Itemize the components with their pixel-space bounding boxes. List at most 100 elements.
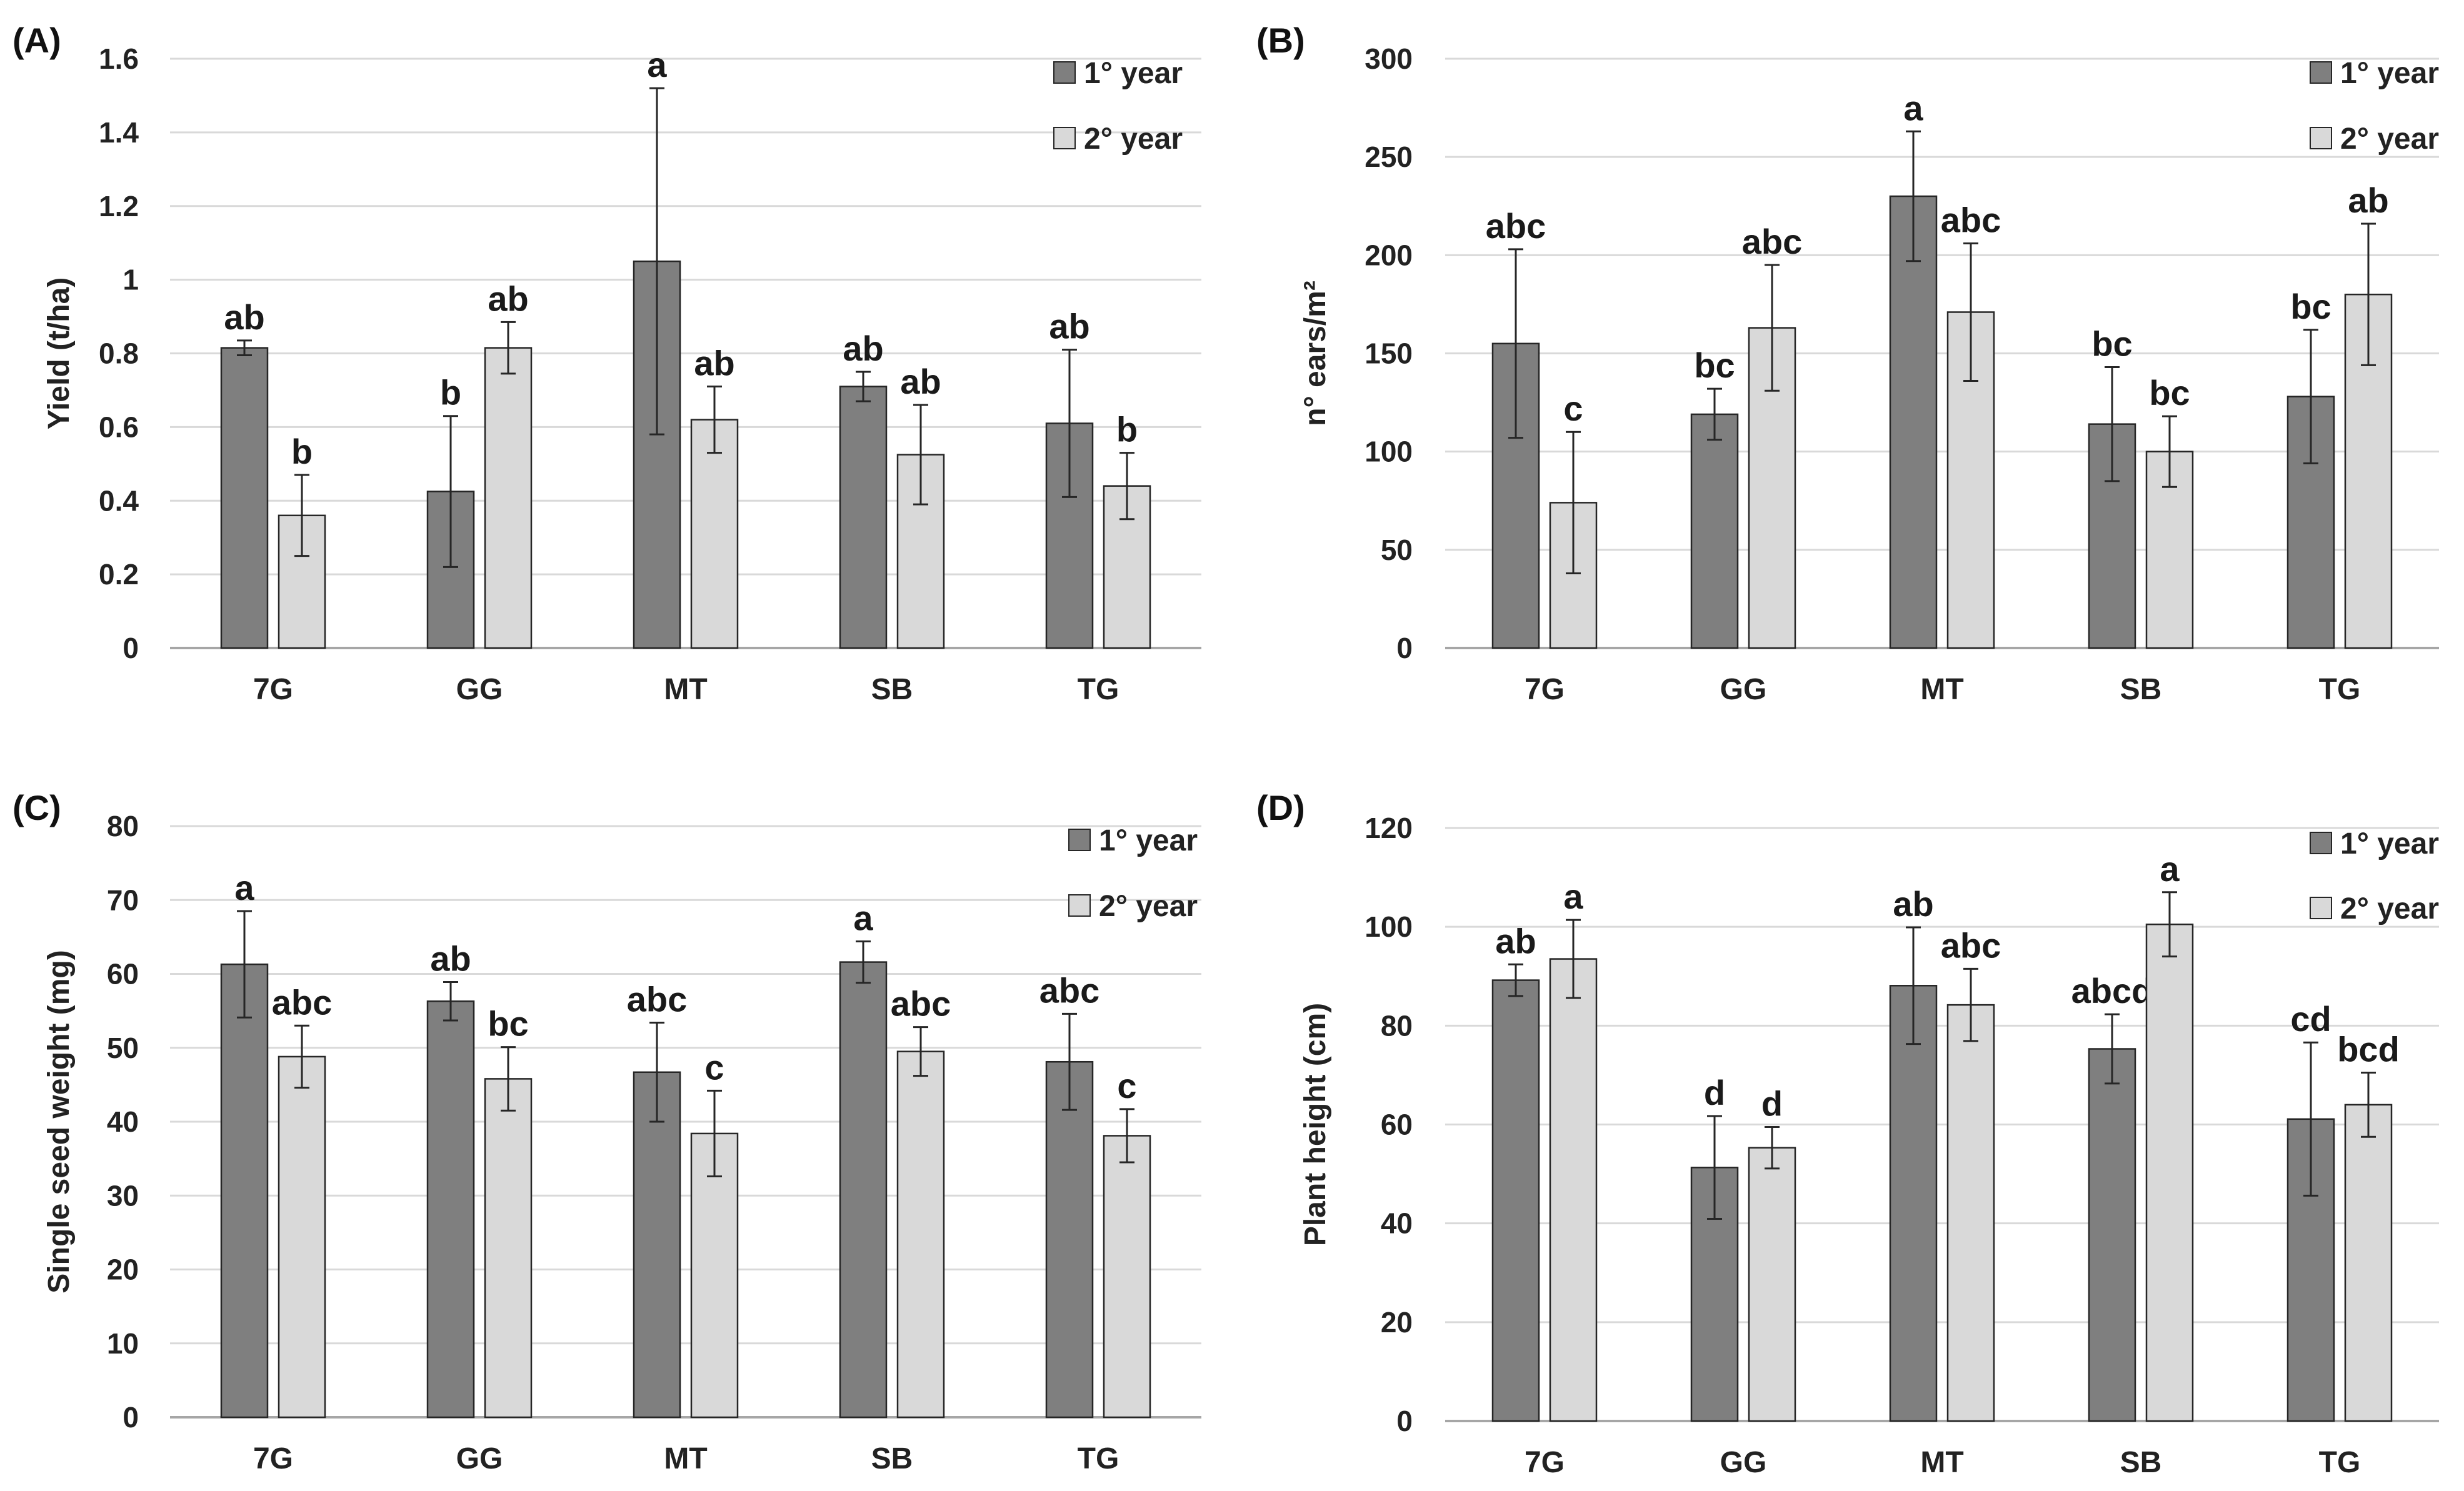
significance-letter: c xyxy=(704,1047,724,1087)
y-tick-label: 0.8 xyxy=(99,337,139,370)
x-category-label: SB xyxy=(2120,673,2162,706)
significance-letter: bc xyxy=(488,1004,528,1044)
significance-letter: a xyxy=(1563,877,1583,916)
bar-year1 xyxy=(839,961,888,1419)
significance-letter: abc xyxy=(272,982,333,1022)
significance-letter: abc xyxy=(1941,925,2001,965)
bar-year2 xyxy=(484,347,533,649)
significance-letter: a xyxy=(853,898,873,937)
y-tick-label: 0 xyxy=(123,1401,139,1434)
y-tick-label: 10 xyxy=(107,1327,139,1360)
significance-letter: d xyxy=(1761,1084,1783,1123)
y-tick-label: 50 xyxy=(107,1032,139,1064)
x-category-label: GG xyxy=(456,673,503,706)
significance-letter: bc xyxy=(2149,373,2190,412)
bar-year1 xyxy=(633,1071,681,1419)
significance-letter: bc xyxy=(2290,287,2331,326)
y-tick-label: 0.2 xyxy=(99,558,139,591)
x-category-label: SB xyxy=(871,673,913,706)
bar-year1 xyxy=(1889,195,1938,649)
x-category-label: GG xyxy=(1720,1446,1767,1479)
significance-letter: c xyxy=(1117,1066,1136,1105)
significance-letter: abc xyxy=(1486,206,1546,246)
x-category-label: TG xyxy=(2319,1446,2361,1479)
significance-letter: ab xyxy=(430,939,471,979)
significance-letter: abc xyxy=(627,980,688,1019)
legend-swatch-year1 xyxy=(1068,829,1091,851)
bar-year2 xyxy=(1549,958,1598,1422)
significance-letter: a xyxy=(1903,88,1923,127)
bar-year2 xyxy=(896,1050,945,1419)
bar-year1 xyxy=(220,963,269,1419)
legend-swatch-year2 xyxy=(2310,897,2332,919)
panel-label: (C) xyxy=(13,788,61,827)
significance-letter: abcd xyxy=(2071,971,2153,1010)
bar-year2 xyxy=(2145,923,2194,1422)
bar-year2 xyxy=(2344,1104,2393,1422)
legend-swatch-year2 xyxy=(1068,894,1091,917)
legend-label-year2: 2° year xyxy=(1084,122,1183,156)
y-tick-label: 0 xyxy=(1396,632,1413,664)
y-tick-label: 0 xyxy=(123,632,139,664)
x-category-label: SB xyxy=(2120,1446,2162,1479)
panel-label: (D) xyxy=(1256,788,1305,827)
y-axis-label: Plant height (cm) xyxy=(1299,1003,1332,1246)
y-tick-label: 300 xyxy=(1365,42,1413,75)
y-axis-label: Single seed weight (mg) xyxy=(43,950,76,1293)
legend-swatch-year1 xyxy=(2310,61,2332,84)
legend-swatch-year2 xyxy=(2310,127,2332,149)
bar-year1 xyxy=(426,1000,475,1419)
y-tick-label: 70 xyxy=(107,884,139,916)
y-tick-label: 150 xyxy=(1365,337,1413,370)
bar-year1 xyxy=(1491,979,1540,1422)
y-tick-label: 100 xyxy=(1365,910,1413,943)
y-tick-label: 80 xyxy=(107,810,139,842)
bar-year2 xyxy=(690,419,739,649)
significance-letter: b xyxy=(1116,410,1138,449)
x-category-label: TG xyxy=(1078,673,1119,706)
chart-panel-c: (C) 0 10 20 30 40 50 60 70 80 Single seed weight (… xyxy=(13,788,1201,1475)
y-tick-label: 20 xyxy=(1381,1306,1413,1339)
legend-label-year1: 1° year xyxy=(2340,57,2439,90)
significance-letter: b xyxy=(291,432,313,471)
significance-letter: ab xyxy=(900,362,941,401)
significance-letter: ab xyxy=(224,297,264,337)
x-category-label: GG xyxy=(1720,673,1767,706)
legend-label-year1: 1° year xyxy=(2340,827,2439,860)
significance-letter: abc xyxy=(1941,200,2001,239)
x-category-label: SB xyxy=(871,1442,913,1475)
significance-letter: c xyxy=(1563,389,1583,428)
y-tick-label: 80 xyxy=(1381,1009,1413,1042)
legend: 1° year 2° year xyxy=(1068,824,1198,923)
x-category-label: TG xyxy=(2319,673,2361,706)
bar-year1 xyxy=(220,347,269,649)
panel-label: (B) xyxy=(1256,21,1305,60)
significance-letter: abc xyxy=(1742,222,1803,261)
legend-label-year2: 2° year xyxy=(2340,122,2439,156)
significance-letter: ab xyxy=(488,279,528,318)
significance-letter: bc xyxy=(1694,346,1735,385)
y-tick-label: 0.6 xyxy=(99,411,139,443)
legend-swatch-year1 xyxy=(2310,832,2332,854)
legend-label-year2: 2° year xyxy=(1099,890,1198,923)
legend-swatch-year1 xyxy=(1053,61,1076,84)
panel-label: (A) xyxy=(13,21,61,60)
y-axis-label: Yield (t/ha) xyxy=(43,277,76,430)
y-tick-label: 0.4 xyxy=(99,484,139,517)
chart-panel-a: (A) 0 0.2 0.4 0.6 0.8 1 1.2 1.4 1.6 Yield (t/ha) 7G… xyxy=(13,21,1201,706)
significance-letter: ab xyxy=(2348,181,2388,220)
y-tick-label: 200 xyxy=(1365,239,1413,271)
significance-letter: cd xyxy=(2290,999,2331,1039)
bar-year1 xyxy=(2088,1048,2136,1422)
x-category-label: MT xyxy=(664,673,707,706)
y-tick-label: 30 xyxy=(107,1179,139,1212)
bar-year1 xyxy=(1889,985,1938,1422)
bar-year2 xyxy=(278,1055,326,1419)
significance-letter: ab xyxy=(1049,307,1089,346)
x-category-label: MT xyxy=(1920,1446,1963,1479)
x-category-label: MT xyxy=(1920,673,1963,706)
bar-year2 xyxy=(1103,1135,1151,1419)
y-axis-label: n° ears/m² xyxy=(1299,281,1332,426)
